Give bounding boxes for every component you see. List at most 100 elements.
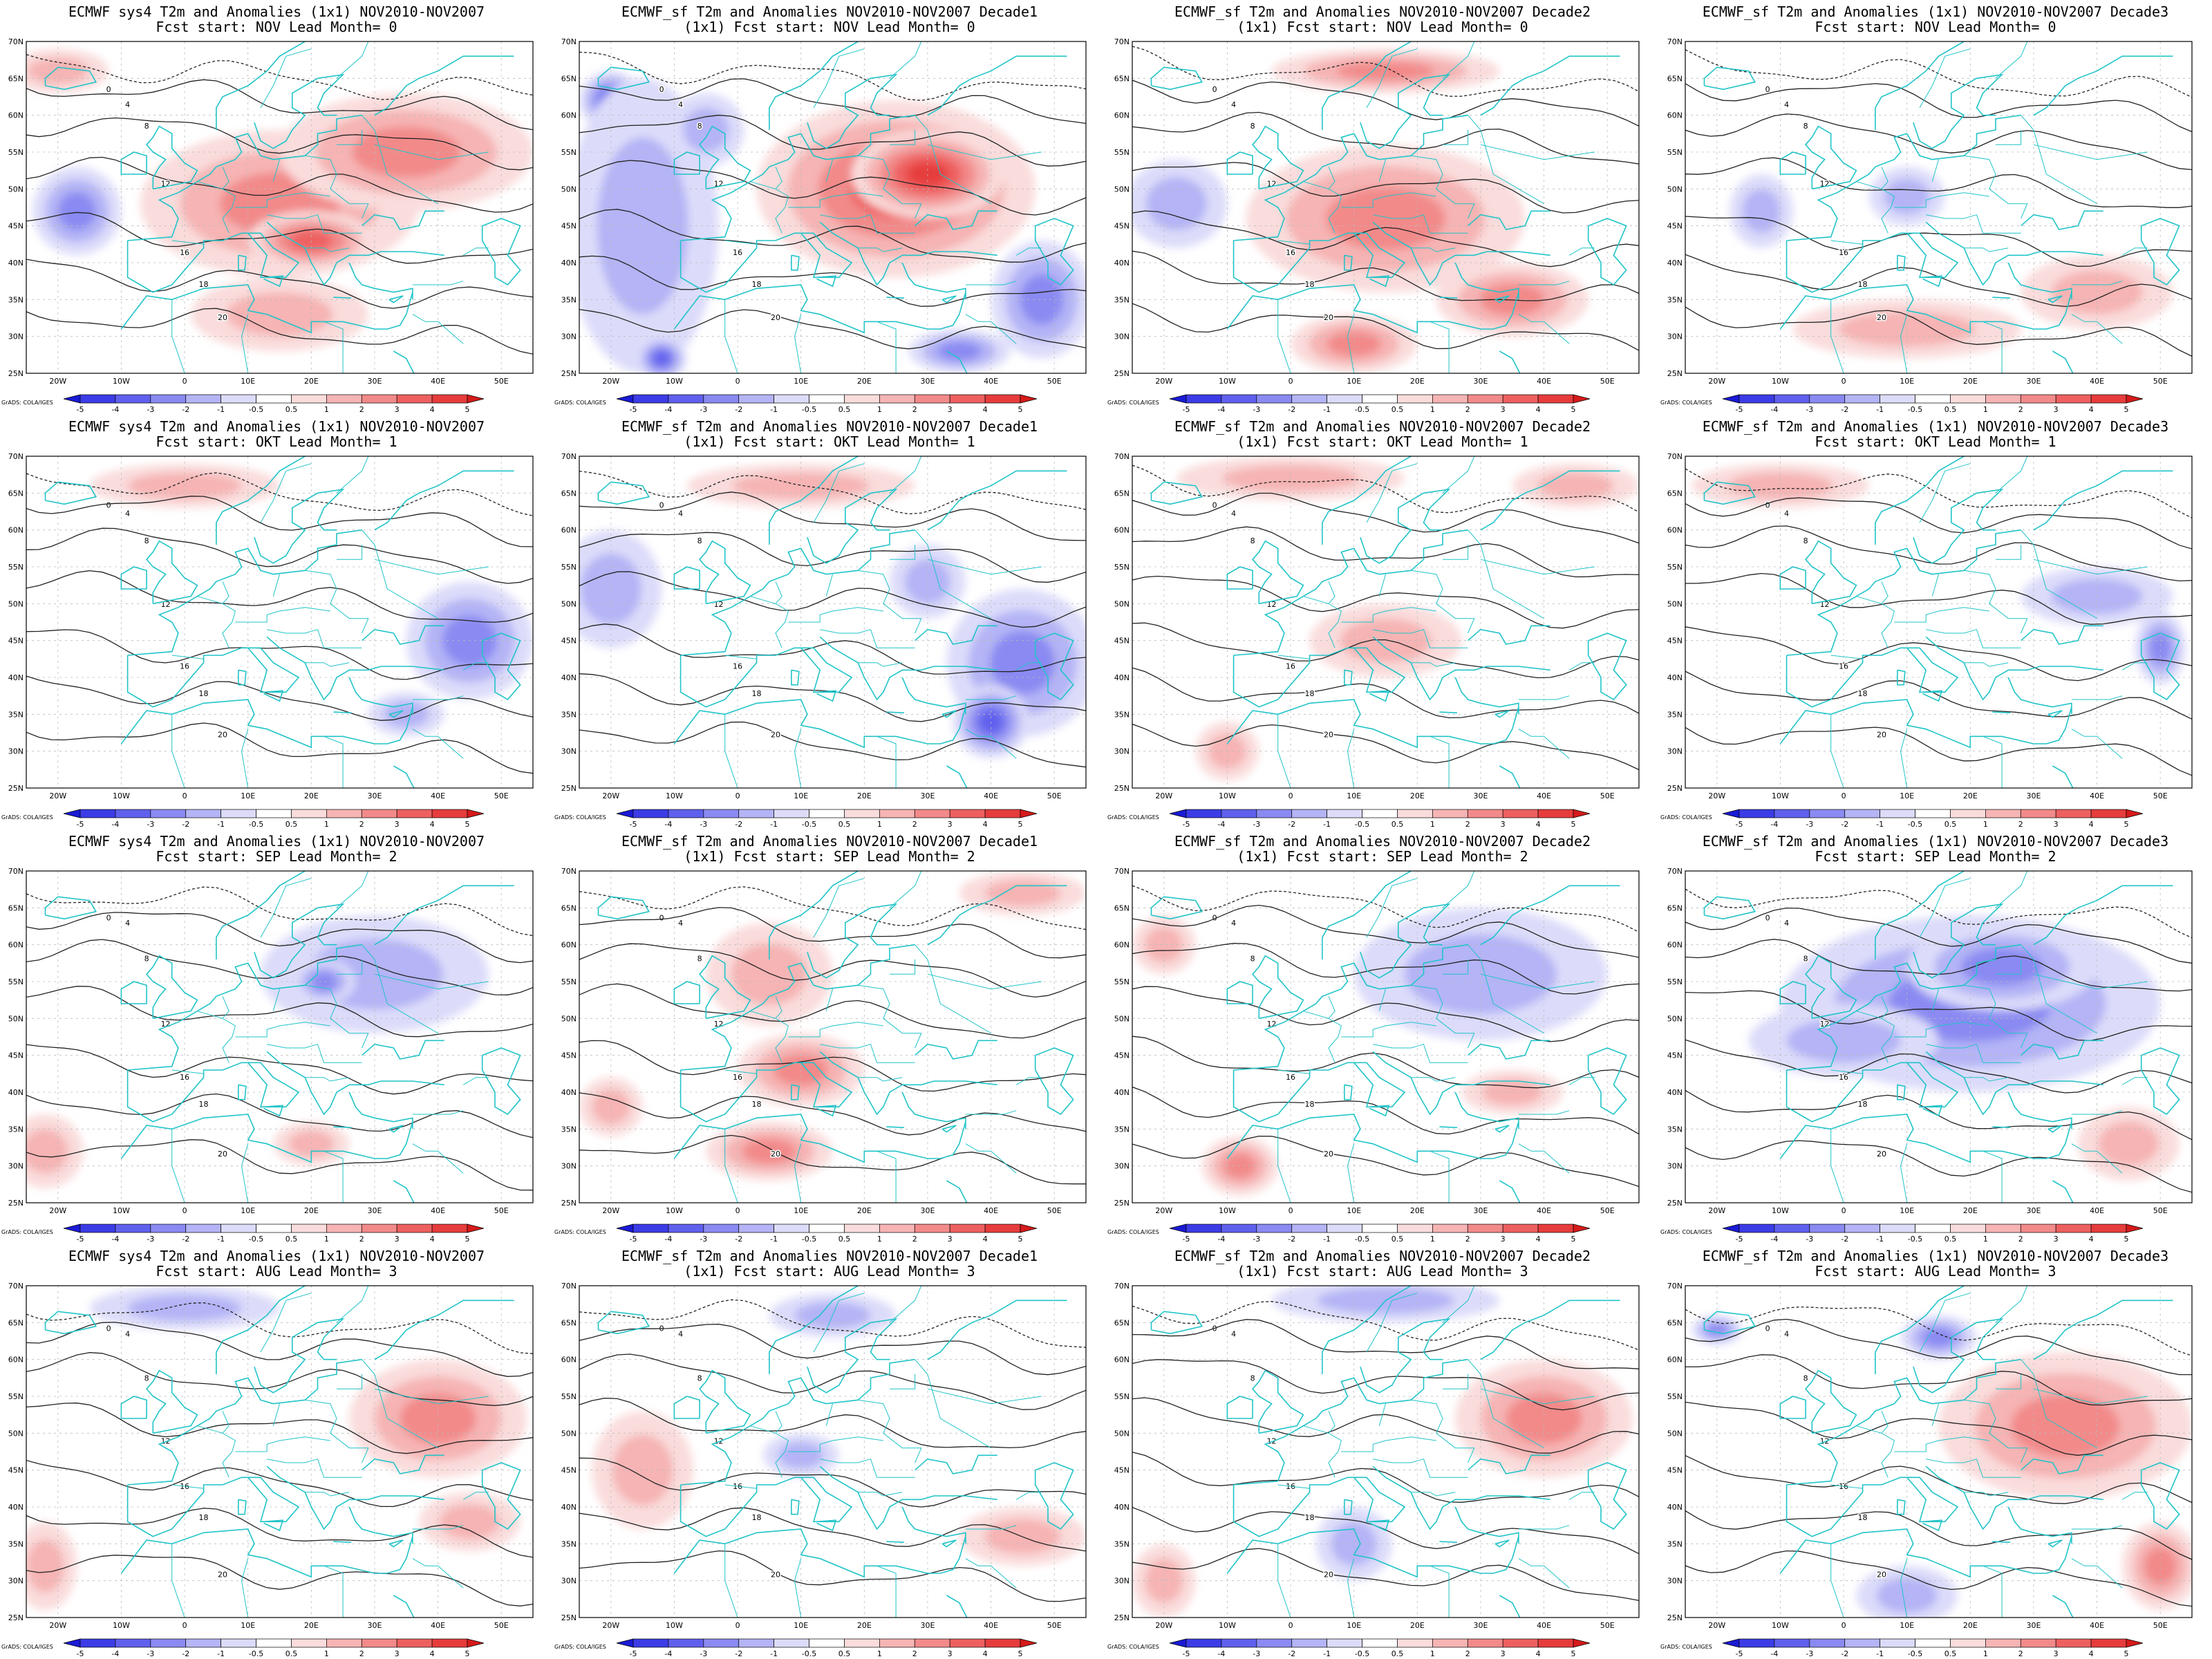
lon-tick-label: 50E xyxy=(1047,1621,1062,1630)
temperature-contour xyxy=(1685,113,2192,171)
temperature-contour xyxy=(1685,525,2192,582)
lat-tick-label: 60N xyxy=(1667,526,1683,535)
lat-tick-label: 30N xyxy=(1114,747,1130,756)
lon-tick-label: 0 xyxy=(1288,791,1293,800)
colorbar-label: -0.5 xyxy=(1908,1649,1922,1658)
coastline xyxy=(1703,66,1756,91)
coastline xyxy=(1344,1499,1353,1515)
coastline xyxy=(946,1180,968,1203)
colorbar-left-arrow xyxy=(1722,1224,1740,1233)
temperature-contour xyxy=(1132,465,1639,514)
colorbar-swatch xyxy=(914,394,950,404)
country-border xyxy=(750,1011,789,1063)
panel-title: ECMWF sys4 T2m and Anomalies (1x1) NOV20… xyxy=(68,418,485,435)
colorbar-swatch xyxy=(738,394,774,404)
map-panel: ECMWF sys4 T2m and Anomalies (1x1) NOV20… xyxy=(0,0,553,415)
temperature-contour xyxy=(579,255,1086,307)
country-border xyxy=(374,1388,489,1405)
contour-label: 4 xyxy=(1784,919,1789,928)
lat-tick-label: 25N xyxy=(1667,1613,1683,1622)
country-border xyxy=(2071,1143,2123,1174)
lat-tick-label: 70N xyxy=(1667,37,1683,46)
coastline xyxy=(941,1539,957,1548)
country-border xyxy=(272,159,280,182)
country-border xyxy=(1518,729,1570,759)
temperature-contour xyxy=(26,1459,533,1508)
country-border xyxy=(2121,1492,2148,1500)
country-border xyxy=(965,314,1017,344)
panel-title: ECMWF_sf T2m and Anomalies NOV2010-NOV20… xyxy=(621,3,1038,20)
colorbar-label: -5 xyxy=(630,1235,637,1244)
country-border xyxy=(1443,545,1469,560)
colorbar-left-arrow xyxy=(1722,809,1740,818)
colorbar-swatch xyxy=(185,1224,221,1233)
coastline xyxy=(1925,1465,2103,1530)
colorbar-label: 1 xyxy=(1430,820,1435,829)
lat-tick-label: 65N xyxy=(8,903,24,912)
warm-anomaly-area xyxy=(2098,1121,2159,1166)
lat-tick-label: 45N xyxy=(1114,637,1130,646)
colorbar-label: 0.5 xyxy=(1391,1649,1404,1658)
coastline xyxy=(886,1541,905,1543)
country-border xyxy=(1996,959,2022,975)
lon-tick-label: 20E xyxy=(1410,377,1425,386)
lon-tick-label: 0 xyxy=(735,377,740,386)
colorbar-swatch xyxy=(1915,1224,1951,1233)
temperature-contour xyxy=(1132,1397,1639,1454)
coastline xyxy=(126,232,300,293)
country-border xyxy=(412,1525,464,1530)
lon-tick-label: 40E xyxy=(431,377,445,386)
country-border xyxy=(324,1150,344,1203)
country-border xyxy=(858,984,922,1049)
colorbar-swatch xyxy=(431,809,468,818)
temperature-contour xyxy=(1132,250,1639,301)
coastline xyxy=(120,981,147,1004)
coastline xyxy=(1232,1062,1406,1123)
colorbar-label: -3 xyxy=(700,820,707,829)
country-border xyxy=(1411,247,1456,252)
panel-title: ECMWF_sf T2m and Anomalies (1x1) NOV2010… xyxy=(1702,418,2169,435)
lat-tick-label: 60N xyxy=(561,941,577,950)
grads-credit: GrADS: COLA/IGES xyxy=(1,814,53,821)
colorbar-swatch xyxy=(1809,809,1846,818)
panel-subtitle: (1x1) Fcst start: OKT Lead Month= 1 xyxy=(684,433,975,450)
colorbar-label: -5 xyxy=(1183,1649,1190,1658)
coastline xyxy=(901,1091,966,1130)
country-border xyxy=(813,878,865,938)
coastline xyxy=(1369,690,1390,702)
colorbar-label: 2 xyxy=(2018,1235,2023,1244)
colorbar-swatch xyxy=(1880,1224,1915,1233)
colorbar-swatch xyxy=(1809,394,1846,404)
country-border xyxy=(1411,662,1456,667)
country-border xyxy=(915,944,991,1034)
country-border xyxy=(1411,1077,1456,1082)
colorbar-label: -1 xyxy=(217,820,225,829)
lon-tick-label: 20W xyxy=(1155,1206,1172,1215)
country-border xyxy=(1568,1492,1595,1500)
lon-tick-label: 50E xyxy=(2153,1621,2168,1630)
temperature-contour xyxy=(579,1299,1086,1348)
coastline xyxy=(1150,896,1203,920)
cold-anomaly-area xyxy=(683,108,729,152)
colorbar: -5 -4 -3 -2 -1 -0.5 0.5 1 2 3 4 5 xyxy=(63,1224,485,1244)
country-border xyxy=(1926,1459,2021,1478)
warm-anomaly-area xyxy=(26,1539,64,1593)
lon-tick-label: 20E xyxy=(304,377,319,386)
lat-tick-label: 30N xyxy=(1667,1577,1683,1586)
country-border xyxy=(2021,529,2097,619)
panel-subtitle: Fcst start: SEP Lead Month= 2 xyxy=(1815,848,2056,865)
lon-tick-label: 50E xyxy=(1600,1621,1615,1630)
lon-tick-label: 40E xyxy=(2090,791,2104,800)
colorbar-label: -1 xyxy=(1323,1649,1331,1658)
contour-label: 20 xyxy=(218,313,227,322)
contour-label: 0 xyxy=(1212,500,1217,509)
lon-tick-label: 10W xyxy=(113,377,130,386)
contour-label: 20 xyxy=(1877,1150,1886,1159)
lat-tick-label: 45N xyxy=(8,1466,24,1475)
coastline xyxy=(1587,632,1627,701)
lon-tick-label: 10W xyxy=(1772,1206,1789,1215)
colorbar-label: 1 xyxy=(324,405,329,414)
contour-label: 20 xyxy=(771,1570,780,1579)
country-border xyxy=(1411,1399,1475,1463)
temperature-contour xyxy=(1685,572,2192,625)
